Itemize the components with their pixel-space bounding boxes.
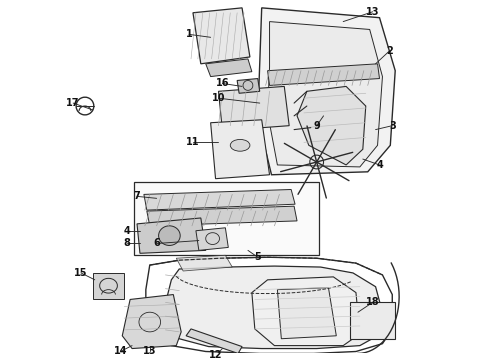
Ellipse shape [230, 139, 250, 151]
Text: 17: 17 [67, 98, 80, 108]
Text: 13: 13 [143, 346, 156, 356]
Polygon shape [167, 266, 383, 348]
Text: 2: 2 [386, 46, 392, 56]
Text: 10: 10 [212, 93, 225, 103]
Text: 4: 4 [376, 160, 383, 170]
Polygon shape [237, 78, 260, 93]
Text: 11: 11 [186, 138, 200, 147]
Polygon shape [258, 8, 395, 175]
Polygon shape [297, 86, 366, 165]
Text: 14: 14 [114, 346, 127, 356]
Text: 15: 15 [74, 268, 88, 278]
Polygon shape [252, 277, 360, 346]
Text: 7: 7 [134, 192, 140, 201]
Bar [350, 302, 395, 339]
Polygon shape [137, 218, 206, 253]
Text: 13: 13 [366, 7, 379, 17]
Polygon shape [196, 228, 228, 250]
Text: 9: 9 [313, 121, 320, 131]
Polygon shape [219, 86, 289, 131]
Polygon shape [176, 255, 232, 271]
Polygon shape [268, 22, 383, 167]
Polygon shape [147, 206, 297, 226]
Polygon shape [277, 288, 336, 339]
Text: 8: 8 [124, 238, 131, 248]
Ellipse shape [159, 226, 180, 246]
Polygon shape [186, 329, 242, 354]
Text: 16: 16 [216, 78, 229, 89]
Polygon shape [122, 294, 181, 348]
Text: 1: 1 [186, 30, 193, 39]
Polygon shape [144, 189, 295, 210]
Text: 18: 18 [366, 297, 379, 307]
Text: 5: 5 [254, 252, 261, 262]
Bar [134, 182, 318, 255]
Text: 4: 4 [124, 226, 130, 236]
Polygon shape [211, 120, 270, 179]
Text: 12: 12 [209, 350, 222, 360]
Polygon shape [268, 64, 380, 85]
Polygon shape [206, 59, 252, 77]
Text: 3: 3 [389, 121, 395, 131]
Bar [93, 273, 124, 300]
Polygon shape [193, 8, 250, 64]
Text: 6: 6 [153, 238, 160, 248]
